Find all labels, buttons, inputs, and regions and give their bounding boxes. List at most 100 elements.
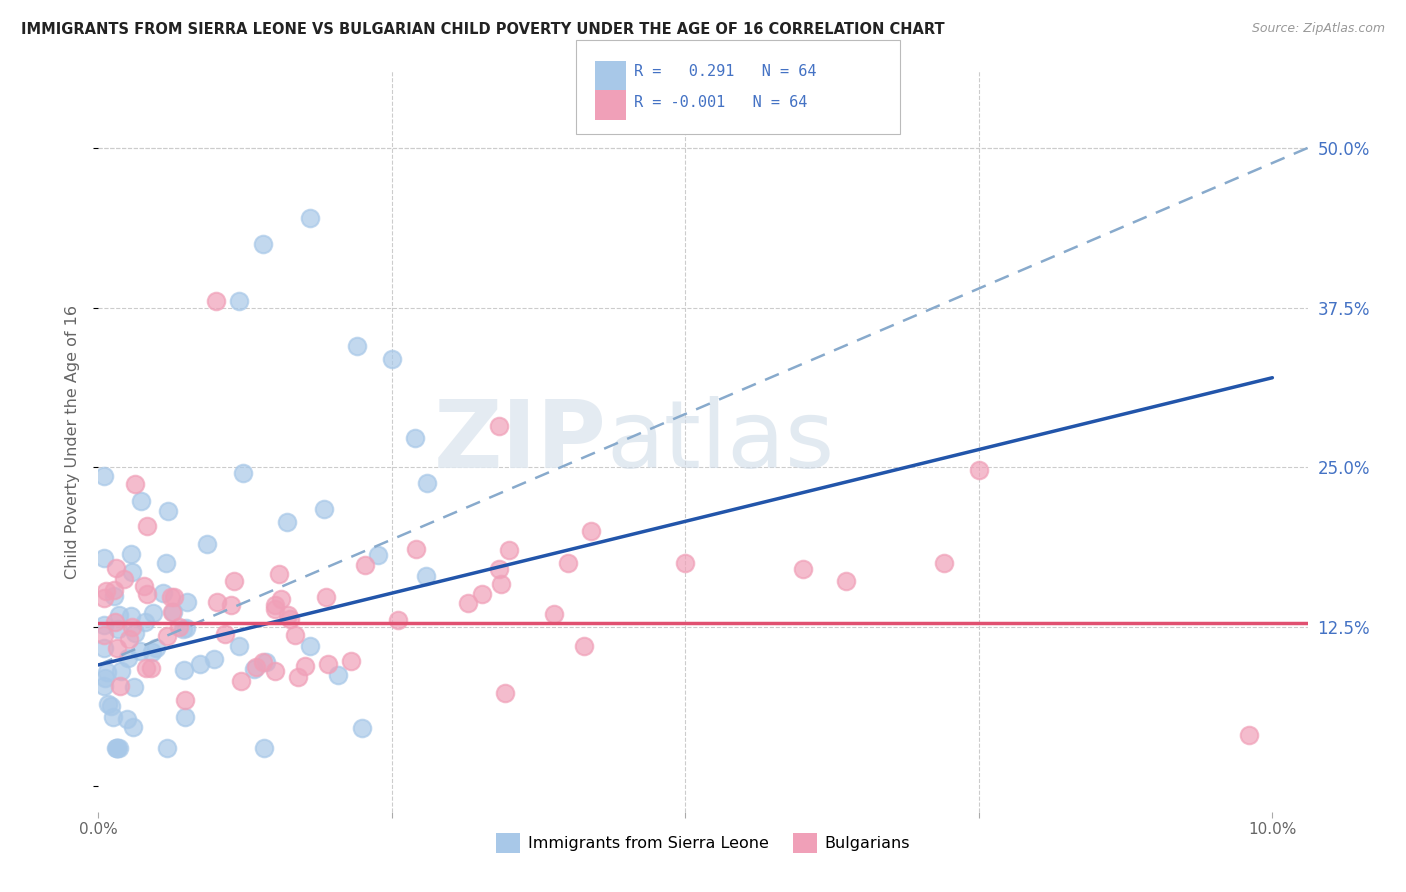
Point xyxy=(222,574,245,588)
Point xyxy=(287,671,309,685)
Text: IMMIGRANTS FROM SIERRA LEONE VS BULGARIAN CHILD POVERTY UNDER THE AGE OF 16 CORR: IMMIGRANTS FROM SIERRA LEONE VS BULGARIA… xyxy=(21,22,945,37)
Point xyxy=(120,548,142,562)
Point xyxy=(93,591,115,606)
Point xyxy=(110,664,132,678)
Point xyxy=(195,537,218,551)
Point xyxy=(284,628,307,642)
Point xyxy=(253,740,276,755)
Point xyxy=(155,556,177,570)
Point xyxy=(264,601,287,615)
Point xyxy=(381,351,404,366)
Point xyxy=(277,607,299,622)
Point xyxy=(967,462,990,476)
Point xyxy=(252,655,274,669)
Point xyxy=(416,475,439,490)
Point xyxy=(312,502,335,516)
Point xyxy=(152,586,174,600)
Point xyxy=(457,596,479,610)
Point xyxy=(117,651,139,665)
Point xyxy=(107,740,129,755)
Point xyxy=(294,659,316,673)
Point xyxy=(350,721,373,735)
Point xyxy=(120,608,142,623)
Point xyxy=(93,640,115,655)
Point xyxy=(103,589,125,603)
Point xyxy=(264,664,287,678)
Point xyxy=(108,680,131,694)
Point xyxy=(202,652,225,666)
Point xyxy=(160,590,183,604)
Point xyxy=(173,663,195,677)
Point xyxy=(346,339,368,353)
Point xyxy=(270,591,292,606)
Point xyxy=(104,560,127,574)
Point xyxy=(315,590,337,604)
Point xyxy=(488,562,510,576)
Point xyxy=(326,668,349,682)
Point xyxy=(387,613,409,627)
Point xyxy=(367,548,389,562)
Point xyxy=(156,740,179,755)
Point xyxy=(118,632,141,646)
Point xyxy=(176,595,198,609)
Point xyxy=(245,659,267,673)
Point xyxy=(121,720,143,734)
Text: R = -0.001   N = 64: R = -0.001 N = 64 xyxy=(634,95,807,110)
Point xyxy=(543,607,565,621)
Point xyxy=(232,466,254,480)
Point xyxy=(101,710,124,724)
Point xyxy=(172,622,194,636)
Point xyxy=(163,590,186,604)
Point xyxy=(115,712,138,726)
Point xyxy=(124,625,146,640)
Point xyxy=(252,236,274,251)
Text: ZIP: ZIP xyxy=(433,395,606,488)
Point xyxy=(263,599,285,613)
Point xyxy=(242,662,264,676)
Point xyxy=(160,605,183,619)
Point xyxy=(581,524,603,538)
Point xyxy=(229,674,252,689)
Point xyxy=(104,615,127,629)
Point xyxy=(1237,728,1260,742)
Point xyxy=(932,556,955,570)
Point xyxy=(405,541,427,556)
Legend: Immigrants from Sierra Leone, Bulgarians: Immigrants from Sierra Leone, Bulgarians xyxy=(489,827,917,859)
Point xyxy=(121,566,143,580)
Point xyxy=(228,639,250,653)
Point xyxy=(835,574,858,588)
Point xyxy=(100,699,122,714)
Point xyxy=(103,582,125,597)
Point xyxy=(488,419,510,434)
Point xyxy=(298,639,321,653)
Point xyxy=(471,587,494,601)
Point xyxy=(162,605,184,619)
Point xyxy=(132,579,155,593)
Point xyxy=(491,577,513,591)
Point xyxy=(174,621,197,635)
Point xyxy=(124,477,146,491)
Point xyxy=(96,665,118,679)
Point xyxy=(792,562,814,576)
Point xyxy=(276,515,298,529)
Point xyxy=(93,679,115,693)
Point xyxy=(157,504,180,518)
Point xyxy=(155,629,177,643)
Point xyxy=(108,740,131,755)
Point xyxy=(404,431,426,445)
Y-axis label: Child Poverty Under the Age of 16: Child Poverty Under the Age of 16 xyxy=(65,304,80,579)
Point xyxy=(415,569,437,583)
Point xyxy=(204,294,226,309)
Point xyxy=(214,627,236,641)
Point xyxy=(142,607,165,621)
Point xyxy=(205,595,228,609)
Point xyxy=(269,567,291,582)
Point xyxy=(173,710,195,724)
Point xyxy=(494,686,516,700)
Point xyxy=(93,618,115,632)
Point xyxy=(316,657,339,672)
Point xyxy=(94,583,117,598)
Point xyxy=(105,640,128,655)
Point xyxy=(93,469,115,483)
Point xyxy=(136,587,159,601)
